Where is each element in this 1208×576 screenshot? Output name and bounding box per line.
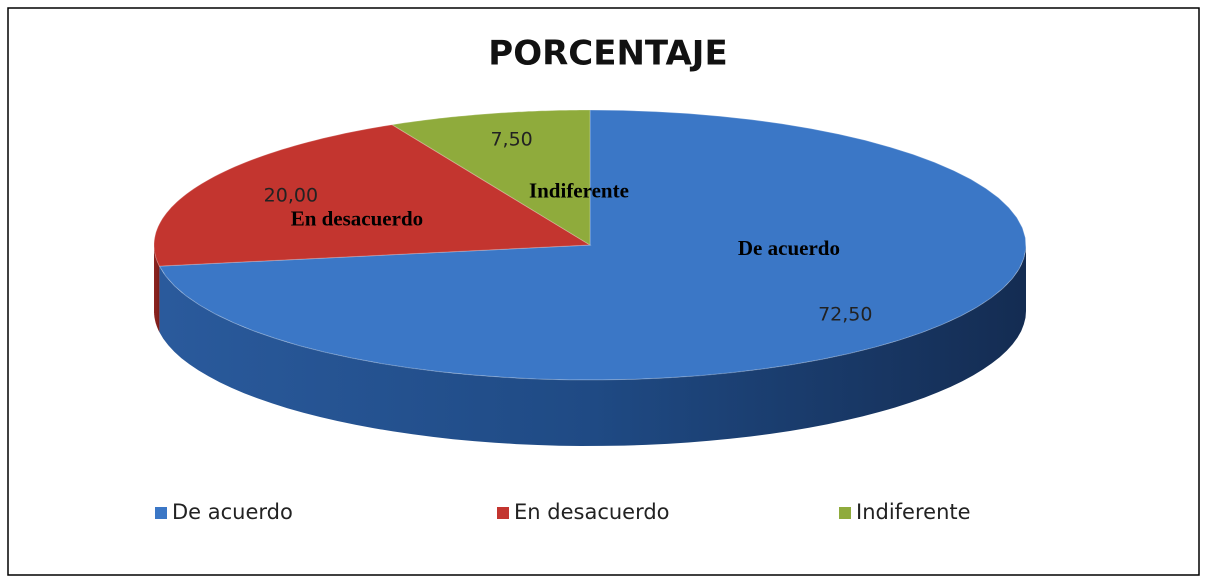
pie-slice: [153, 124, 592, 267]
category-label: En desacuerdo: [291, 206, 423, 230]
category-label: Indiferente: [529, 178, 629, 202]
legend-swatch: [155, 507, 167, 519]
value-label: 72,50: [818, 304, 872, 326]
legend-swatch: [839, 507, 851, 519]
category-label: De acuerdo: [738, 236, 840, 260]
legend-swatch: [497, 507, 509, 519]
legend-label: Indiferente: [856, 500, 971, 524]
value-label: 7,50: [490, 128, 532, 150]
value-label: 20,00: [264, 184, 318, 206]
pie-slice: [158, 109, 1027, 381]
chart-title: PORCENTAJE: [488, 34, 727, 74]
legend-label: En desacuerdo: [514, 500, 670, 524]
pie-slice: [390, 109, 591, 246]
slice-side: [159, 245, 1026, 446]
slice-side: [154, 245, 160, 333]
legend-label: De acuerdo: [172, 500, 293, 524]
